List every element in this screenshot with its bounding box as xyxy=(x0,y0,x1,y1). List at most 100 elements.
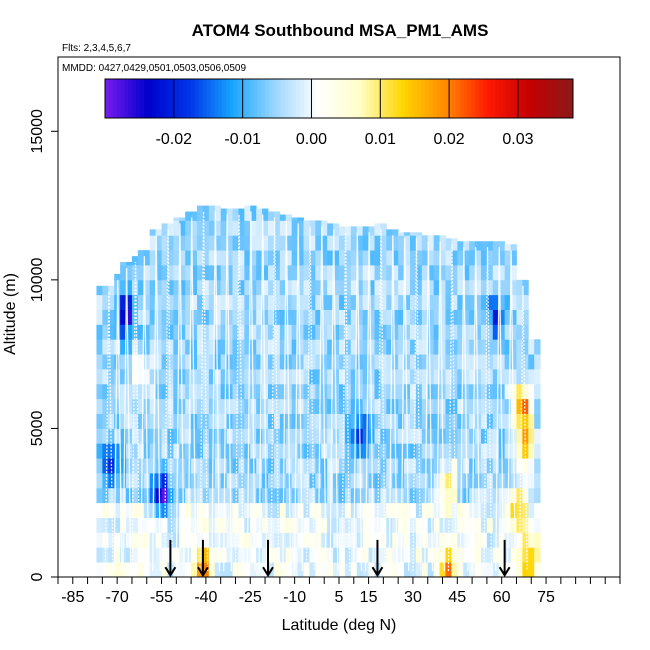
heatmap-cell xyxy=(516,354,523,370)
heatmap-cell xyxy=(504,413,511,429)
heatmap-cell xyxy=(409,428,417,444)
heatmap-cell xyxy=(220,279,227,296)
heatmap-cell xyxy=(516,413,523,429)
heatmap-cell xyxy=(451,309,458,325)
heatmap-cell xyxy=(327,443,334,459)
heatmap-cell xyxy=(486,383,494,400)
heatmap-cell xyxy=(126,398,133,414)
heatmap-cell xyxy=(279,220,287,236)
heatmap-cell xyxy=(220,294,227,310)
heatmap-cell xyxy=(309,294,316,310)
heatmap-cell xyxy=(327,279,334,296)
heatmap-cell xyxy=(208,279,216,296)
heatmap-cell xyxy=(191,220,198,236)
x-tick-label: -55 xyxy=(150,589,173,606)
heatmap-cell xyxy=(445,532,452,548)
heatmap-cell xyxy=(510,244,517,251)
heatmap-cell xyxy=(102,285,109,296)
heatmap-cell xyxy=(475,309,482,325)
heatmap-cell xyxy=(185,309,192,325)
heatmap-cell xyxy=(96,285,103,296)
heatmap-cell xyxy=(528,339,535,355)
heatmap-cell xyxy=(380,383,387,400)
heatmap-cell xyxy=(191,517,198,533)
colorbar-segment xyxy=(116,79,122,118)
heatmap-cell xyxy=(297,339,304,355)
heatmap-cell xyxy=(445,547,452,563)
heatmap-cell xyxy=(433,443,440,459)
heatmap-cell xyxy=(350,279,358,296)
heatmap-cell xyxy=(386,294,393,310)
heatmap-cell xyxy=(161,398,168,414)
colorbar-segment xyxy=(300,79,305,118)
heatmap-cell xyxy=(339,235,346,251)
heatmap-cell xyxy=(433,279,440,296)
heatmap-cell xyxy=(433,354,440,370)
heatmap-cell xyxy=(268,383,275,400)
flight-path xyxy=(305,226,315,572)
heatmap-cell xyxy=(232,250,239,266)
heatmap-cell xyxy=(149,369,157,385)
heatmap-cell xyxy=(114,398,121,414)
heatmap-cell xyxy=(451,562,458,578)
heatmap-cell xyxy=(344,235,352,251)
heatmap-cell xyxy=(131,473,139,489)
heatmap-cell xyxy=(197,369,204,385)
heatmap-cell xyxy=(303,309,310,325)
heatmap-cell xyxy=(433,383,440,400)
heatmap-cell xyxy=(427,532,435,548)
heatmap-cell xyxy=(333,265,340,281)
heatmap-cell xyxy=(356,502,364,518)
heatmap-cell xyxy=(238,502,245,518)
heatmap-cell xyxy=(179,517,186,533)
heatmap-cell xyxy=(297,502,304,518)
heatmap-cell xyxy=(522,398,529,414)
heatmap-cell xyxy=(179,487,186,504)
heatmap-cell xyxy=(480,354,488,370)
heatmap-cell xyxy=(451,354,458,370)
heatmap-cell xyxy=(492,265,500,281)
heatmap-cell xyxy=(309,398,316,414)
heatmap-cell xyxy=(333,547,340,563)
heatmap-cell xyxy=(409,473,417,489)
heatmap-cell xyxy=(262,354,269,370)
heatmap-cell xyxy=(108,309,115,325)
heatmap-cell xyxy=(534,413,541,429)
heatmap-cell xyxy=(344,294,352,310)
heatmap-cell xyxy=(427,383,435,400)
heatmap-cell xyxy=(250,265,257,281)
heatmap-cell xyxy=(392,562,399,578)
heatmap-cell xyxy=(386,309,393,325)
heatmap-cell xyxy=(173,413,180,429)
heatmap-cell xyxy=(374,413,381,429)
heatmap-cell xyxy=(309,562,316,578)
heatmap-cell xyxy=(202,294,210,310)
heatmap-cell xyxy=(149,265,157,281)
heatmap-cell xyxy=(303,413,310,429)
heatmap-cell xyxy=(368,517,375,533)
heatmap-cell xyxy=(386,265,393,281)
heatmap-cell xyxy=(191,279,198,296)
heatmap-cell xyxy=(214,547,222,563)
heatmap-cell xyxy=(232,413,239,429)
colorbar-segment xyxy=(467,79,473,118)
heatmap-cell xyxy=(202,279,210,296)
heatmap-cell xyxy=(409,487,417,504)
colorbar-segment xyxy=(397,79,402,118)
heatmap-cell xyxy=(238,265,245,281)
heatmap-cell xyxy=(220,220,227,236)
heatmap-cell xyxy=(208,473,216,489)
heatmap-cell xyxy=(498,250,506,266)
heatmap-cell xyxy=(339,487,346,504)
heatmap-cell xyxy=(96,517,103,533)
heatmap-cell xyxy=(362,383,369,400)
heatmap-cell xyxy=(120,369,127,385)
heatmap-cell xyxy=(486,443,494,459)
heatmap-cell xyxy=(137,487,145,504)
heatmap-cell xyxy=(486,265,494,281)
heatmap-cell xyxy=(96,398,103,414)
heatmap-cell xyxy=(96,369,103,385)
heatmap-cell xyxy=(404,309,411,325)
heatmap-cell xyxy=(285,339,293,355)
heatmap-cell xyxy=(102,532,109,548)
